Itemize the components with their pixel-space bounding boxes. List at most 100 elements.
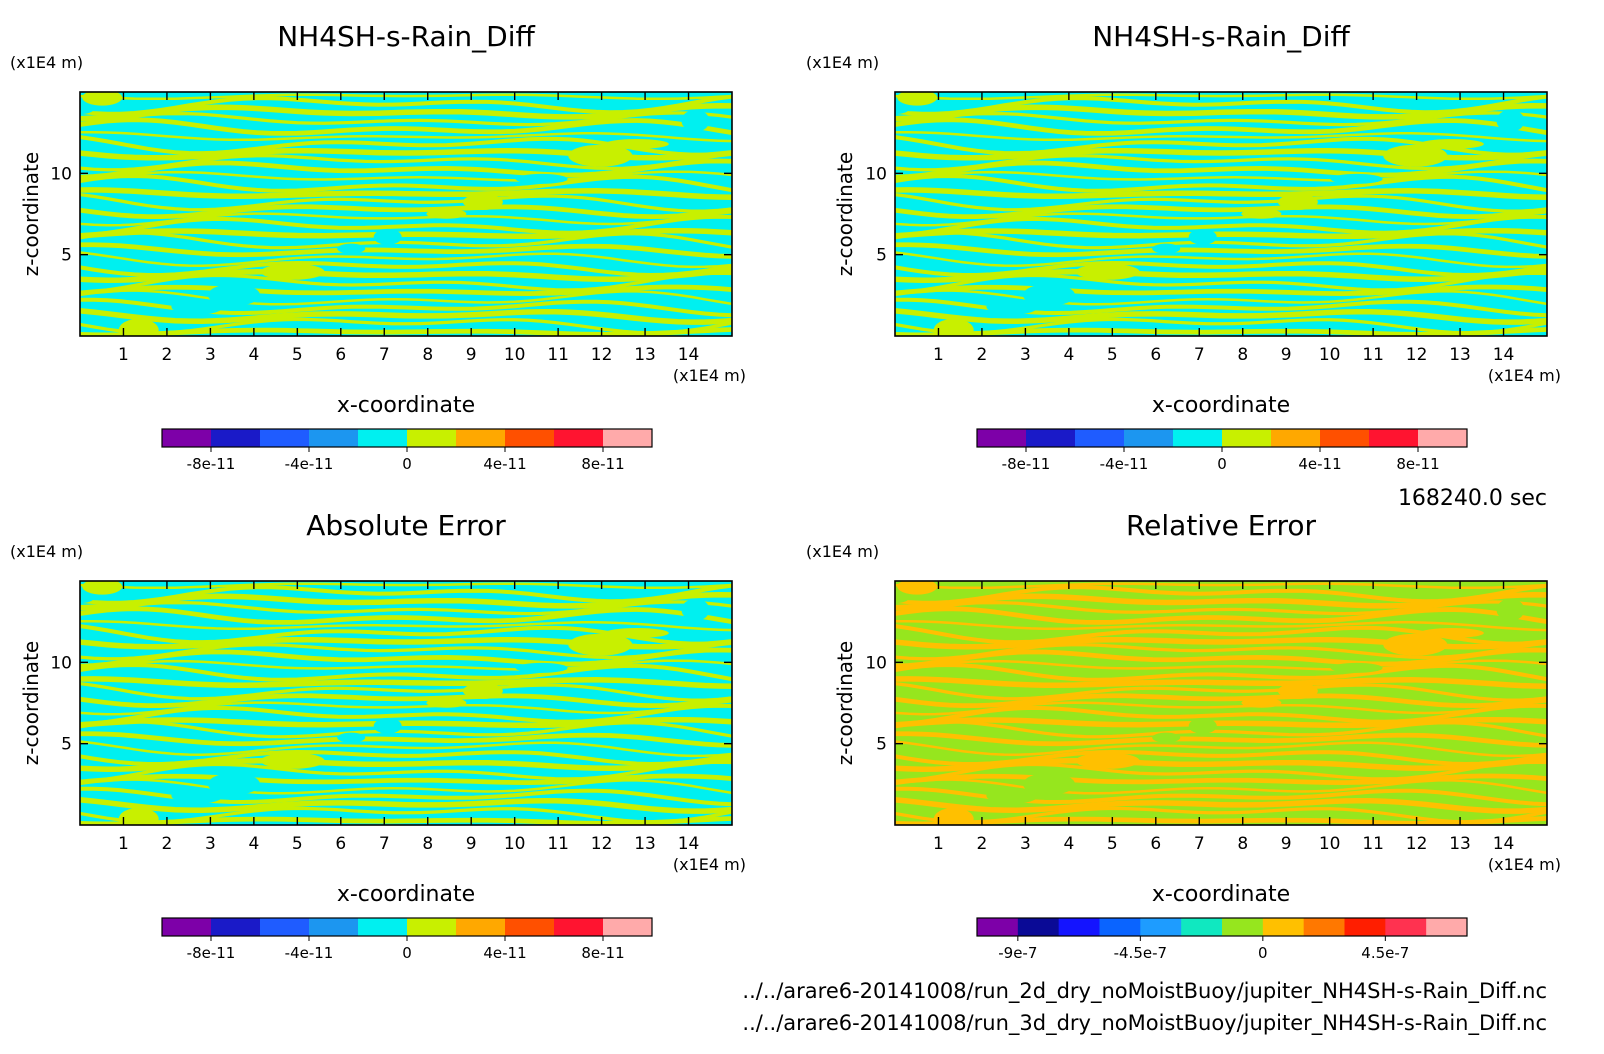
field-band [80,170,732,182]
x-tick-label: 12 [591,345,613,365]
panel-title: NH4SH-s-Rain_Diff [277,20,535,53]
field-blob [1022,773,1075,795]
colorbar-swatch [505,918,555,936]
colorbar-swatch [358,918,408,936]
x-tick-label: 3 [205,345,216,365]
x-tick-label: 14 [678,834,700,854]
field-band [895,242,1547,259]
field-band [80,760,732,784]
colorbar-swatch [1075,429,1125,447]
y-unit-label: (x1E4 m) [806,542,879,561]
field-blob [1330,173,1383,184]
field-band [895,111,1547,127]
field-blob [426,208,467,219]
y-tick-label: 5 [876,735,887,755]
colorbar-swatch [1099,918,1141,936]
y-unit-label: (x1E4 m) [10,53,83,72]
field-band [895,778,1547,795]
field-band [80,327,732,336]
plot-frame [894,580,1548,826]
x-tick-label: 3 [205,834,216,854]
x-tick-label: 7 [1194,345,1205,365]
x-tick-label: 2 [977,834,988,854]
field-blob [568,144,633,167]
y-tick-label: 5 [61,735,72,755]
x-tick-label: 4 [1063,345,1074,365]
field-band [80,773,732,785]
colorbar-swatch [1369,429,1419,447]
field-blob [1241,697,1282,708]
panel-title: NH4SH-s-Rain_Diff [1092,20,1350,53]
field-band [80,187,732,201]
x-tick-label: 4 [1063,834,1074,854]
field-blob [681,109,710,132]
field-blob [207,284,260,306]
field-band [80,619,732,632]
colorbar-swatch [603,429,653,447]
colorbar-swatch [309,429,359,447]
field-blob [1496,598,1525,621]
field-blob [1277,194,1318,210]
x-tick-label: 7 [1194,834,1205,854]
field-blob [897,581,938,595]
x-tick-label: 9 [1281,345,1292,365]
y-axis-label: z-coordinate [833,152,857,276]
field-blob [118,807,159,825]
colorbar-tick-label: 4e-11 [1298,455,1341,473]
x-tick-label: 10 [504,345,526,365]
colorbar-tick-label: 0 [402,944,412,962]
field-band [895,284,1547,296]
colorbar-tick-label: 0 [1217,455,1227,473]
field-band [895,773,1547,785]
colorbar-swatch [1271,429,1321,447]
heatmap-field [80,581,732,825]
field-blob [1152,243,1181,254]
field-blob [260,752,325,769]
field-blob [171,298,224,315]
x-tick-label: 11 [1362,345,1384,365]
field-blob [462,683,503,699]
x-tick-label: 12 [1406,834,1428,854]
colorbar-tick-label: -8e-11 [187,944,236,962]
heatmap-field [80,92,732,336]
field-band [895,327,1547,336]
field-blob [373,228,402,245]
colorbar-tick-label: 4e-11 [483,944,526,962]
field-band [80,111,732,127]
field-band [80,693,732,708]
field-blob [1152,732,1181,743]
y-unit-label: (x1E4 m) [806,53,879,72]
field-band [80,731,732,748]
colorbar-swatch [211,918,261,936]
x-tick-label: 13 [1449,834,1471,854]
field-band [895,647,1547,669]
field-band [895,591,1547,611]
field-band [80,158,732,180]
colorbar-swatch [162,429,212,447]
field-band [895,251,1547,269]
x-tick-label: 8 [422,345,433,365]
time-label: 168240.0 sec [1398,486,1547,511]
field-blob [933,318,974,336]
x-tick-label: 10 [1319,834,1341,854]
field-band [80,591,732,611]
field-band [80,231,732,250]
field-band [80,102,732,122]
x-tick-label: 6 [335,345,346,365]
field-band [895,740,1547,758]
colorbar-swatch [1303,918,1345,936]
field-band [895,816,1547,825]
colorbar-swatch [977,918,1019,936]
x-tick-label: 14 [678,345,700,365]
heatmap-plot [79,580,733,826]
y-tick-label: 10 [50,164,72,184]
colorbar-swatch [977,429,1027,447]
x-tick-label: 4 [248,345,259,365]
field-blob [1419,628,1484,638]
x-tick-label: 9 [1281,834,1292,854]
x-tick-label: 8 [1237,834,1248,854]
field-band [80,192,732,213]
field-band [895,760,1547,784]
field-band [80,173,732,193]
field-blob [1496,109,1525,132]
